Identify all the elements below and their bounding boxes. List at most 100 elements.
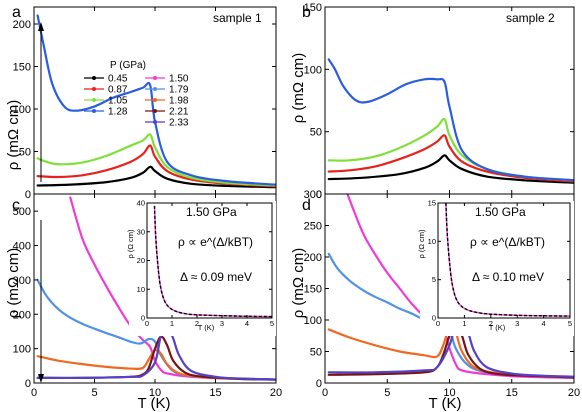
y-tick-label-d: 250 [304,221,322,233]
legend-marker-2.21 [153,109,157,113]
inset-c-pressure: 1.50 GPa [186,205,237,219]
legend-marker-0.87 [92,87,96,91]
y-axis-label-top: ρ (mΩ cm) [5,100,22,171]
legend-label-1.98: 1.98 [169,96,189,107]
legend-label-1.79: 1.79 [169,85,189,96]
legend-label-2.33: 2.33 [169,118,189,129]
y-tick-label-d-inset: 0 [432,314,436,323]
panel-label-b: b [302,4,311,21]
y-tick-label-c: 200 [13,309,31,321]
series-line-a-0.45 [36,165,276,189]
legend-marker-1.79 [153,87,157,91]
y-tick-label-c-inset: 0 [141,314,145,323]
y-tick-label-d: 300 [304,189,322,201]
x-tick-label-d-inset: 2 [489,319,493,328]
x-tick-label-d: 0 [322,387,328,399]
curves-d-inset [445,203,570,317]
series-line-b-1.28 [327,58,574,182]
y-tick-label-a: 0 [25,189,31,201]
x-axis-label-c: T (K) [137,395,170,412]
y-tick-label-d-inset: 15 [428,199,436,208]
x-axis-label-d: T (K) [428,395,461,412]
axes-frame-d-inset [437,202,571,319]
y-tick-label-b: 0 [316,189,322,201]
arrow-panel-c [38,220,44,383]
y-tick-label-d: 150 [304,284,322,296]
inset-c-x-label: T (K) [198,323,215,332]
legend-marker-1.50 [153,76,157,80]
y-tick-label-b: 50 [310,127,322,139]
legend-marker-1.28 [92,109,96,113]
y-tick-label-c-inset: 40 [137,199,145,208]
sample-label-2: sample 2 [506,11,555,25]
curves-b [327,58,574,184]
curves-c-inset [153,205,272,318]
inset-d-x-label: T (K) [489,323,506,332]
inset-background-d-inset [420,201,574,336]
legend-label-1.05: 1.05 [108,96,128,107]
y-tick-label-d: 100 [304,315,322,327]
inset-c-y-label: ρ (Ω cm) [126,229,135,259]
inset-d-y-label: ρ (Ω cm) [417,229,426,259]
inset-c-gap: Δ ≈ 0.09 meV [180,270,252,284]
inset-d-formula: ρ ∝ e^(Δ/kBT) [470,235,545,249]
y-tick-label-b: 100 [304,64,322,76]
x-tick-label-c-inset: 2 [195,319,199,328]
panel-a: 0 50 100 150 200 [13,6,277,201]
panel-label-a: a [12,4,21,21]
x-tick-label-d: 5 [384,387,390,399]
legend-label-2.21: 2.21 [169,107,189,118]
series-line-b-0.87 [327,134,574,183]
x-tick-label-c: 20 [270,387,282,399]
series-line-a-1.05 [36,133,276,187]
x-tick-label-d: 15 [506,387,518,399]
y-axis-label-bottom-right: ρ (mΩ cm) [290,248,307,319]
axes-frame-b [324,6,575,195]
panel-c-inset: 0 1 2 3 4 5 0 10 20 30 40 [129,199,276,336]
arrow-panel-a [38,22,44,182]
legend: P (GPa) 0.450.871.051.28 1.501.791.982.21… [84,60,189,129]
inset-background-c-inset [129,201,276,336]
legend-title: P (GPa) [110,60,146,71]
series-line-c-inset-fit-fit [153,205,272,318]
y-tick-label-c-inset: 10 [137,285,145,294]
y-tick-label-a: 150 [13,62,31,74]
legend-marker-1.05 [92,98,96,102]
y-tick-label-c: 500 [13,206,31,218]
y-tick-label-b: 150 [304,2,322,14]
x-tick-label-c-inset: 3 [220,319,224,328]
inset-d-pressure: 1.50 GPa [475,205,526,219]
panel-d-inset: 0 1 2 3 4 5 0 5 10 15 [420,199,574,336]
legend-label-1.50: 1.50 [169,74,189,85]
legend-label-0.87: 0.87 [108,85,128,96]
x-tick-label-d: 10 [443,387,455,399]
x-tick-label-d: 20 [568,387,580,399]
legend-marker-1.98 [153,98,157,102]
y-tick-label-c: 300 [13,275,31,287]
inset-d-gap: Δ ≈ 0.10 meV [472,270,544,284]
x-tick-label-d-inset: 1 [462,319,466,328]
y-axis-label-bottom: ρ (mΩ cm) [5,248,22,319]
y-tick-label-a: 100 [13,104,31,116]
legend-label-0.45: 0.45 [108,74,128,85]
series-line-b-0.45 [327,154,574,184]
x-tick-label-c: 10 [149,387,161,399]
y-tick-label-d: 200 [304,252,322,264]
series-line-d-inset-fit-fit [445,203,570,317]
legend-marker-2.33 [153,120,157,124]
inset-c-formula: ρ ∝ e^(Δ/kBT) [178,235,253,249]
curves-a [36,14,276,189]
x-tick-label-c-inset: 4 [245,319,249,328]
legend-marker-0.45 [92,76,96,80]
legend-label-1.28: 1.28 [108,107,128,118]
y-tick-label-c-inset: 30 [137,227,145,236]
series-line-a-0.87 [36,144,276,188]
x-tick-label-c: 5 [91,387,97,399]
y-tick-label-c: 100 [13,344,31,356]
y-tick-label-d-inset: 5 [432,275,436,284]
y-tick-label-d: 50 [310,347,322,359]
x-tick-label-d-inset: 3 [515,319,519,328]
panel-b: 0 50 100 150 [304,2,575,201]
x-tick-label-c-inset: 0 [145,319,149,328]
